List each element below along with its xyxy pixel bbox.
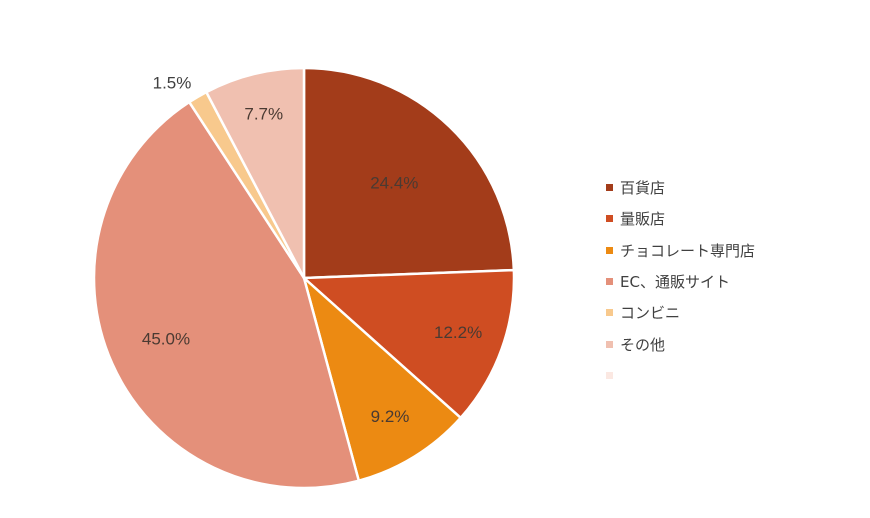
legend-item-empty	[606, 360, 755, 391]
legend-item-convenience-store: コンビニ	[606, 297, 755, 328]
pie-slices	[92, 66, 516, 490]
legend-label: その他	[620, 335, 666, 354]
pie-slice	[302, 268, 516, 420]
legend-label: 量販店	[620, 210, 666, 229]
pie-slice	[92, 100, 361, 490]
legend-label: 百貨店	[620, 179, 666, 198]
legend-label: EC、通販サイト	[620, 273, 730, 292]
legend-swatch	[606, 340, 613, 348]
slice-value-label: 7.7%	[244, 104, 283, 123]
legend-label: コンビニ	[620, 304, 681, 323]
legend-item-other: その他	[606, 328, 755, 359]
legend-item-chocolate-shop: チョコレート専門店	[606, 235, 755, 266]
legend-item-ec-mail-order: EC、通販サイト	[606, 266, 755, 297]
legend-swatch	[606, 371, 613, 379]
legend-item-mass-retailer: 量販店	[606, 203, 755, 234]
legend-label: チョコレート専門店	[620, 241, 756, 260]
legend-swatch	[606, 246, 613, 254]
slice-value-label: 45.0%	[142, 329, 190, 348]
legend-item-department-store: 百貨店	[606, 172, 755, 203]
legend: 百貨店 量販店 チョコレート専門店 EC、通販サイト コンビニ その他	[606, 172, 755, 391]
legend-swatch	[606, 278, 613, 286]
slice-value-label: 12.2%	[434, 323, 482, 342]
legend-swatch	[606, 215, 613, 223]
pie-slice	[205, 66, 306, 280]
slice-value-label: 1.5%	[153, 73, 192, 92]
legend-swatch	[606, 184, 613, 192]
pie-labels: 24.4% 12.2% 9.2% 45.0% 1.5% 7.7%	[142, 73, 482, 425]
slice-value-label: 24.4%	[370, 174, 418, 193]
pie-slice	[302, 66, 516, 280]
legend-swatch	[606, 309, 613, 317]
pie-slice	[302, 276, 462, 482]
slice-value-label: 9.2%	[371, 407, 410, 426]
